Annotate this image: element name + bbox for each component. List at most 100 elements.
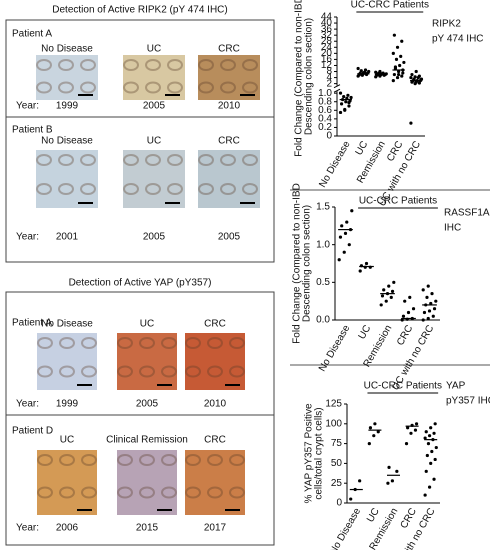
data-point: [391, 51, 395, 55]
data-point: [387, 284, 391, 288]
gland: [198, 81, 214, 94]
y-axis-label: Fold Change (Compared to non-IBD: [294, 0, 305, 157]
gland: [58, 59, 74, 71]
data-point: [347, 100, 351, 105]
year-label: Year:: [16, 232, 39, 243]
data-point: [406, 310, 411, 315]
data-point: [387, 465, 391, 469]
data-point: [433, 457, 437, 462]
y-axis-label: Descending colon section): [304, 18, 315, 135]
gland: [58, 154, 74, 166]
column-label: CRC: [218, 136, 240, 147]
year: 2001: [56, 232, 79, 243]
data-point: [427, 309, 432, 313]
gland: [229, 454, 245, 466]
side-label: pY357 IHC: [446, 396, 490, 407]
year: 1999: [56, 101, 79, 112]
column-label: No Disease: [41, 319, 93, 330]
y-axis-label: Fold Change (Compared to non-IBD: [292, 183, 303, 344]
y-axis-label: cells/total crypt cells): [314, 407, 325, 499]
gland: [167, 154, 183, 166]
y-axis-label: Descending colon section): [302, 205, 313, 322]
gland: [139, 337, 155, 349]
data-point: [342, 250, 346, 254]
gland: [139, 365, 155, 378]
y-tick-label: 20: [321, 48, 333, 59]
data-point: [382, 288, 386, 292]
group-label: UC-CRC Patients: [359, 196, 437, 207]
data-point: [434, 445, 438, 450]
gland: [185, 337, 201, 349]
column-label: No Disease: [41, 44, 93, 55]
data-point: [349, 95, 353, 100]
gland: [37, 337, 53, 349]
gland: [81, 486, 97, 499]
data-point: [409, 121, 413, 125]
data-point: [429, 426, 433, 430]
data-point: [400, 318, 404, 322]
y-tick-label: 40: [321, 18, 333, 29]
group-label: UC-CRC Patients: [364, 381, 442, 392]
data-point: [372, 434, 376, 438]
column-label: CRC: [204, 435, 226, 446]
group-label: UC-CRC Patients: [351, 0, 429, 11]
y-tick-label: 32: [321, 30, 333, 41]
y-tick-label: 0.4: [318, 114, 332, 125]
data-point: [340, 224, 344, 228]
data-point: [367, 442, 371, 446]
panel-box: [5, 19, 275, 263]
side-label: pY 474 IHC: [432, 34, 484, 45]
data-point: [339, 102, 344, 106]
micrograph: [185, 450, 245, 515]
gland: [242, 154, 258, 166]
data-point: [432, 431, 436, 435]
data-point: [401, 314, 406, 318]
data-point: [409, 75, 413, 80]
gland: [198, 154, 214, 166]
gland: [167, 59, 183, 71]
data-point: [346, 93, 350, 97]
data-point: [350, 209, 354, 213]
gland: [139, 454, 155, 466]
data-point: [338, 235, 343, 239]
data-point: [342, 94, 346, 99]
year: 2010: [204, 399, 227, 410]
y-tick-label: 0.8: [318, 96, 332, 107]
gland: [220, 59, 236, 71]
data-point: [393, 65, 398, 69]
year: 2005: [143, 232, 166, 243]
data-point: [390, 289, 395, 293]
year: 2005: [218, 232, 241, 243]
gland: [36, 183, 52, 195]
data-point: [356, 66, 360, 71]
column-label: UC: [60, 435, 74, 446]
year-label: Year:: [16, 523, 39, 534]
data-point: [402, 60, 406, 65]
gland: [59, 365, 75, 378]
y-tick-label: 16: [321, 54, 333, 65]
gland: [123, 59, 139, 71]
year: 1999: [56, 399, 79, 410]
x-tick-label: UC: [354, 139, 371, 157]
column-label: UC: [140, 319, 154, 330]
y-tick-label: 8: [326, 66, 332, 77]
y-tick-label: 125: [325, 399, 342, 410]
data-point: [426, 442, 431, 446]
data-point: [359, 69, 363, 73]
micrograph: [117, 333, 177, 390]
gland: [198, 183, 214, 195]
data-point: [425, 295, 429, 299]
data-point: [431, 314, 435, 318]
data-point: [391, 79, 395, 83]
data-point: [380, 294, 385, 298]
data-point: [358, 479, 362, 483]
data-point: [386, 481, 390, 485]
micrograph: [123, 150, 185, 208]
gland: [117, 454, 133, 466]
data-point: [430, 449, 434, 454]
data-point: [397, 69, 401, 74]
gland: [185, 486, 201, 499]
axis-break: [333, 84, 341, 89]
side-label: YAP: [446, 381, 466, 392]
data-point: [423, 436, 427, 440]
